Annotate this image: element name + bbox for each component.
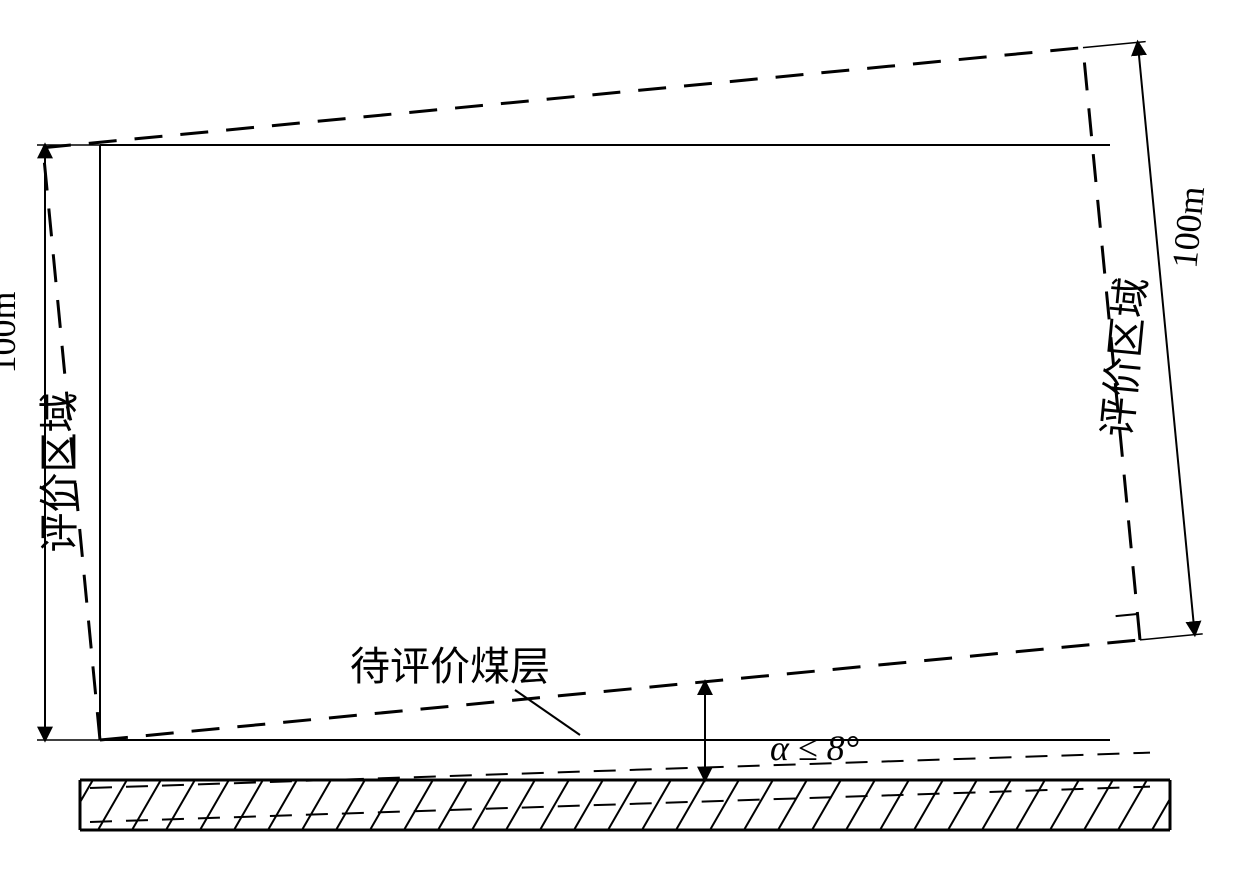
right-region-label: 评价区域: [1095, 275, 1155, 439]
coal-seam-dashed-lines: [90, 753, 1150, 822]
coal-seam-band: [80, 780, 1170, 830]
seam-label: 待评价煤层: [350, 644, 550, 689]
left-region-label: 评价区域: [37, 393, 82, 553]
angle-label: α ≤ 8°: [770, 728, 859, 768]
diagram-root: 100m 100m 评价区域 评价区域 待评价煤层 α ≤ 8°: [0, 0, 1240, 879]
seam-leader: [515, 690, 580, 735]
right-distance-label: 100m: [1164, 185, 1212, 270]
evaluation-region-dashed: [43, 48, 1140, 740]
evaluation-region-solid: [100, 145, 1110, 740]
left-distance-label: 100m: [0, 291, 23, 373]
